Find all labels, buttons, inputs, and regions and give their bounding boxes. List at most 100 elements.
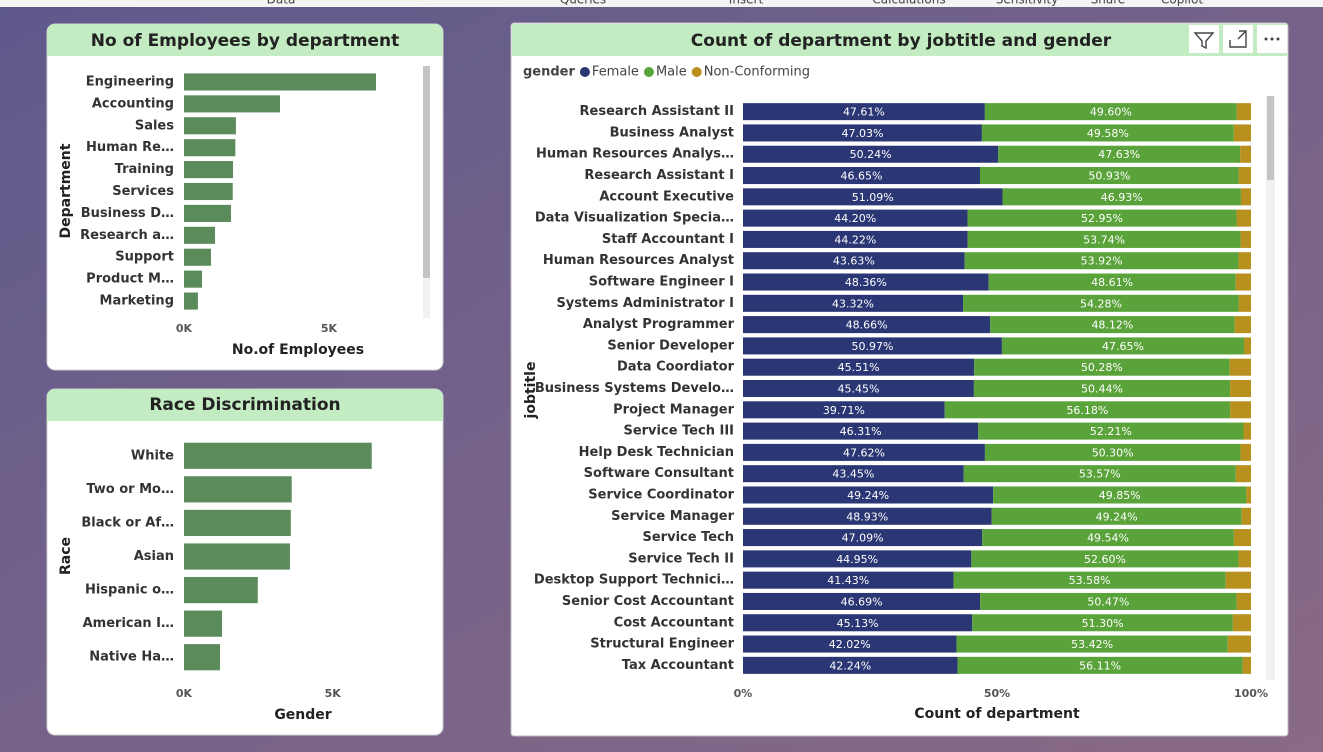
y-tick-label: Human Resources Analyst [543,253,734,268]
bar-segment [743,635,957,653]
legend-label[interactable]: Female [592,65,639,80]
ribbon-tab[interactable]: Share [1091,0,1126,7]
bar [184,543,290,570]
data-label: 53.74% [1083,233,1125,246]
x-axis-title: Count of department [914,706,1080,722]
ribbon-tab[interactable]: Copilot [1161,0,1203,7]
bar-segment [743,486,994,504]
bar-segment [978,422,1244,440]
y-axis-title: Department [58,143,74,238]
scrollbar-thumb[interactable] [423,66,430,278]
bar-segment [1002,188,1241,206]
bar [184,73,376,91]
y-tick-label: Help Desk Technician [579,445,734,460]
filter-icon[interactable] [1189,25,1219,53]
bar-segment [743,316,991,334]
bar [184,182,233,201]
bar-segment [953,571,1226,589]
y-tick-label: Software Consultant [584,466,734,481]
y-tick-label: Cost Accountant [614,615,734,630]
y-tick-label: Black or Af… [81,515,174,530]
data-label: 48.36% [845,276,887,289]
bar [184,270,202,288]
bar-segment [1233,124,1251,142]
scrollbar-thumb[interactable] [1267,96,1274,180]
y-tick-label: Senior Cost Accountant [562,594,734,609]
y-tick-label: Senior Developer [607,338,734,353]
bar-segment [743,124,982,142]
y-tick-label: Asian [134,549,174,564]
y-tick-label: Account Executive [599,189,734,204]
data-label: 46.65% [841,170,883,183]
y-tick-label: Data Coordiator [617,360,735,375]
bar-segment [980,592,1237,610]
y-tick-label: Service Tech [643,530,735,545]
ribbon-tab[interactable]: Queries [560,0,606,7]
icon-button[interactable] [1189,25,1219,53]
ribbon-tab[interactable]: Sensitivity [996,0,1058,7]
y-tick-label: Hispanic o… [85,583,174,598]
data-label: 50.97% [851,340,893,353]
data-label: 49.54% [1087,532,1129,545]
data-label: 49.24% [847,489,889,502]
data-label: 41.43% [827,574,869,587]
panel-header [512,24,1287,56]
y-tick-label: Structural Engineer [590,637,734,652]
data-label: 50.28% [1081,361,1123,374]
legend-label[interactable]: Non-Conforming [704,65,810,80]
y-tick-label: Business Systems Develo… [535,381,734,396]
bar [184,476,292,503]
bar-segment [1236,592,1251,610]
bar-segment [1230,379,1251,398]
bar-segment [1229,358,1251,376]
ribbon-tab[interactable]: Insert [729,0,764,7]
bar-segment [743,422,979,440]
y-tick-label: Tax Accountant [622,658,734,673]
bar-segment [984,103,1237,121]
bar-segment [982,529,1234,547]
x-tick-label: 0% [734,687,753,700]
bar-segment [972,614,1233,632]
bar-segment [1236,103,1251,121]
bar-segment [944,401,1231,419]
bar-segment [963,294,1239,312]
y-tick-label: Analyst Programmer [583,317,735,332]
y-tick-label: Staff Accountant I [602,232,734,247]
more-icon[interactable] [1257,25,1287,53]
bar-segment [1236,209,1251,227]
data-label: 56.18% [1066,404,1108,417]
legend-marker [579,67,590,77]
bar-segment [743,273,989,291]
data-label: 51.30% [1082,617,1124,630]
bar-segment [967,230,1241,248]
bar [184,139,236,157]
legend-label[interactable]: Male [656,65,687,80]
bar [184,644,220,671]
y-tick-label: Human Resources Analys… [536,147,734,162]
data-label: 43.63% [833,255,875,268]
focus-icon[interactable] [1223,25,1253,53]
bar-segment [743,294,964,312]
bar-segment [998,145,1241,163]
y-tick-label: Two or Mo… [86,482,174,497]
y-tick-label: American I… [83,616,174,631]
y-tick-label: Systems Administrator I [556,296,734,311]
bar-segment [743,167,980,185]
y-tick-label: Services [112,184,174,199]
data-label: 47.65% [1102,340,1144,353]
data-label: 49.58% [1087,127,1129,140]
data-label: 49.85% [1099,489,1141,502]
data-label: 45.51% [838,361,880,374]
data-label: 46.69% [841,595,883,608]
y-tick-label: Training [115,162,174,177]
bar-segment [988,273,1236,291]
ribbon-tab[interactable]: Data [267,0,296,7]
y-tick-label: Accounting [92,96,174,111]
y-tick-label: Native Ha… [89,650,174,665]
bar-segment [1240,443,1251,461]
bar [184,117,236,135]
ribbon-tab[interactable]: Calculations [872,0,945,7]
bar [184,292,198,310]
data-label: 44.22% [834,233,876,246]
bar-segment [963,465,1236,483]
